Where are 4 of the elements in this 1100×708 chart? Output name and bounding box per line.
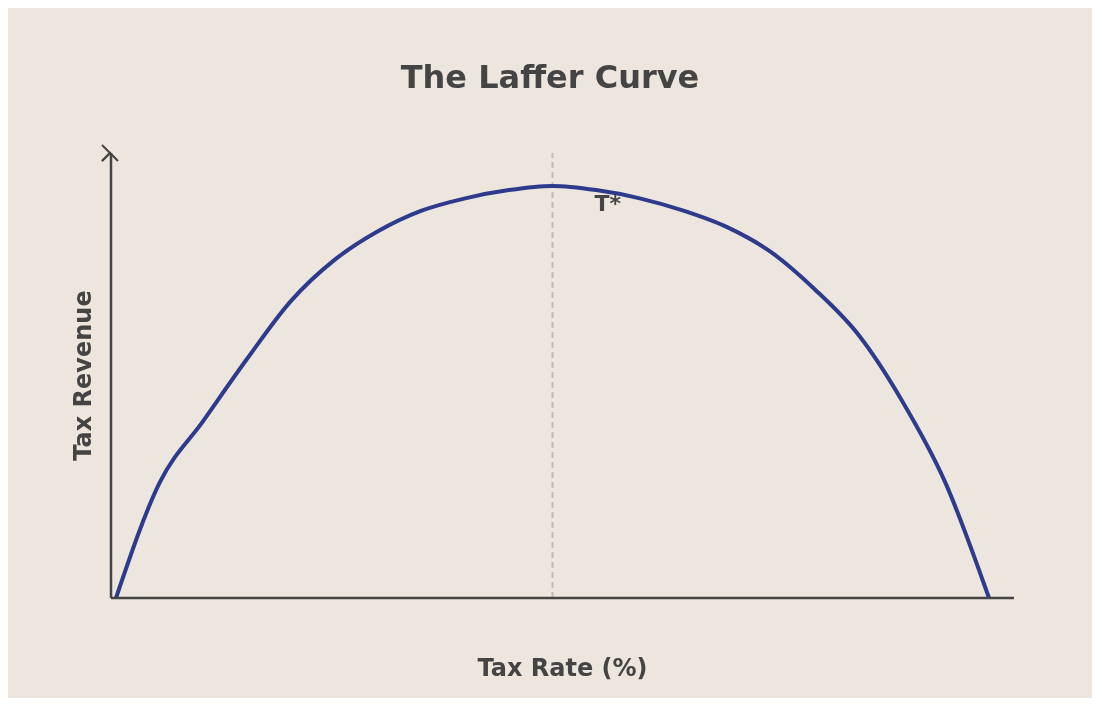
chart-title: The Laffer Curve bbox=[399, 58, 701, 96]
x-axis-title: Tax Rate (%) bbox=[477, 654, 648, 682]
annotation: T* bbox=[594, 190, 622, 216]
y-axis-title: Tax Revenue bbox=[68, 290, 97, 461]
